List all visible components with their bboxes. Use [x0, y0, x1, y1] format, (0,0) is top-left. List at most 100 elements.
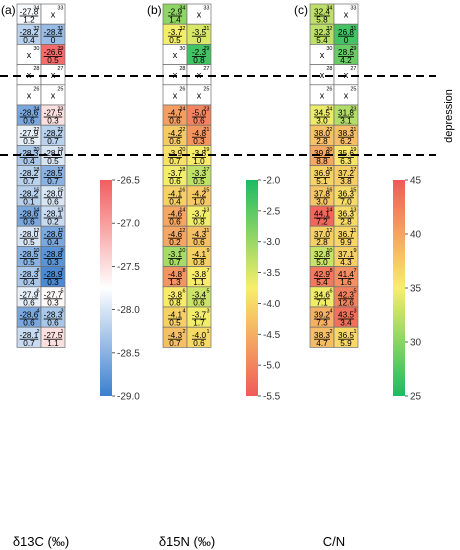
cell-sd: 8.8	[316, 157, 328, 166]
cell-id: 23	[203, 107, 209, 113]
cell-id: 27	[57, 66, 63, 72]
cell-mean: -3.1	[168, 250, 183, 259]
cell-mean: -3.5	[192, 28, 207, 37]
cell-sd: 1.2	[23, 16, 35, 25]
cell-id: 31	[350, 26, 356, 32]
heatmap-cell: 2-28.10.7	[16, 326, 42, 348]
cell-id: 18	[33, 167, 39, 173]
cell-mean: -3.7	[192, 210, 207, 219]
cell-mean: 36.9	[314, 169, 330, 178]
cell-mean: -26.6	[44, 48, 63, 57]
cell-mean: -2.9	[168, 8, 183, 17]
cell-id: 9	[353, 248, 356, 254]
cell-mean: 42.3	[338, 290, 354, 299]
cell-id: 27	[203, 66, 209, 72]
colorbar-tick-label: -2.5	[263, 206, 281, 217]
cell-sd: 3.4	[340, 319, 352, 328]
cell-id: 13	[350, 208, 356, 214]
cell-mean: -28.1	[20, 331, 39, 340]
cell-id: 21	[57, 127, 63, 133]
panels-layer: (a) 34-27.81.233x32-28.20.431-28.4030x29-…	[1, 3, 422, 549]
cell-mean: -28.6	[20, 109, 39, 118]
cell-id: 34	[326, 6, 332, 12]
cell-mean: -4.3	[192, 230, 207, 239]
cell-id: 22	[326, 127, 332, 133]
cell-missing-mark: x	[27, 50, 32, 60]
cell-sd: 0.8	[169, 298, 181, 307]
cell-id: 33	[350, 6, 356, 12]
heatmap-cell: 8-28.30.4	[16, 266, 42, 287]
cell-sd: 0.8	[193, 258, 205, 267]
heatmap-cell: 27x	[40, 64, 66, 86]
cell-id: 4	[329, 309, 332, 315]
cell-id: 25	[57, 86, 63, 92]
panel-2: (b) 34-2.91.433x32-3.70.531-3.5030x29-2.3…	[147, 3, 281, 549]
cell-mean: 26.8	[338, 28, 354, 37]
heatmap-cell: 32-3.70.5	[162, 23, 188, 45]
cell-missing-mark: x	[27, 90, 32, 100]
cell-mean: 38.3	[338, 129, 354, 138]
cell-id: 25	[350, 86, 356, 92]
cell-sd: 0.7	[169, 258, 181, 267]
cell-id: 7	[206, 268, 209, 274]
cell-sd: 0.6	[23, 319, 35, 328]
colorbar-tick-label: -29.0	[117, 392, 140, 403]
cell-sd: 0.7	[47, 137, 59, 146]
cell-id: 5	[60, 288, 63, 294]
cell-id: 29	[57, 46, 63, 52]
depression-label: depression	[443, 89, 455, 143]
cell-id: 34	[179, 6, 185, 12]
cell-sd: 0.6	[47, 197, 59, 206]
heatmap-cell: 26x	[162, 84, 188, 106]
cell-sd: 7.3	[316, 319, 328, 328]
cell-mean: -28.1	[44, 210, 63, 219]
cell-sd: 0.6	[193, 238, 205, 247]
heatmap-cell: 17-28.50.7	[40, 165, 66, 186]
cell-mean: -28.8	[44, 250, 63, 259]
cell-mean: -3.7	[168, 28, 183, 37]
cell-sd: 1.1	[47, 339, 59, 348]
cell-mean: 36.3	[338, 189, 354, 198]
cell-id: 5	[353, 288, 356, 294]
heatmap-cell: 14-4.60.6	[162, 205, 188, 227]
cell-id: 4	[36, 309, 39, 315]
heatmap-cell: 10-3.10.7	[162, 246, 188, 267]
cell-mean: -28.5	[20, 250, 39, 259]
heatmap-cell: 136.55.9	[333, 326, 359, 348]
heatmap-cell: 12-4.60.2	[162, 225, 188, 247]
heatmap-cell: 6-27.90.6	[16, 286, 42, 307]
panel-label: (b)	[147, 3, 162, 17]
cell-id: 16	[326, 187, 332, 193]
cell-mean: -28.0	[20, 230, 39, 239]
cell-mean: -28.2	[20, 189, 39, 198]
cell-id: 22	[33, 127, 39, 133]
heatmap-cell: 26x	[16, 84, 42, 106]
colorbar-tick-label: -28.5	[117, 348, 140, 359]
cell-id: 1	[60, 329, 63, 335]
colorbar-tick-label: -4.0	[263, 299, 281, 310]
cell-sd: 3.8	[340, 177, 352, 186]
colorbar-tick-label: -2.0	[263, 176, 281, 187]
cell-id: 19	[203, 147, 209, 153]
cell-sd: 7.0	[340, 197, 352, 206]
heatmap-cell: 29-26.60.5	[40, 44, 66, 65]
cell-mean: 37.0	[314, 230, 330, 239]
cell-sd: 0.5	[193, 177, 205, 186]
heatmap-cell: 31-3.50	[186, 23, 212, 45]
depression-dividers	[0, 75, 436, 156]
cell-id: 11	[58, 228, 64, 234]
axis-label: δ15N (‰)	[159, 534, 215, 549]
cell-sd: 0.1	[23, 197, 35, 206]
cell-id: 6	[36, 288, 39, 294]
heatmap-cell: 13-3.70.8	[186, 205, 212, 227]
cell-sd: 0.5	[47, 56, 59, 65]
